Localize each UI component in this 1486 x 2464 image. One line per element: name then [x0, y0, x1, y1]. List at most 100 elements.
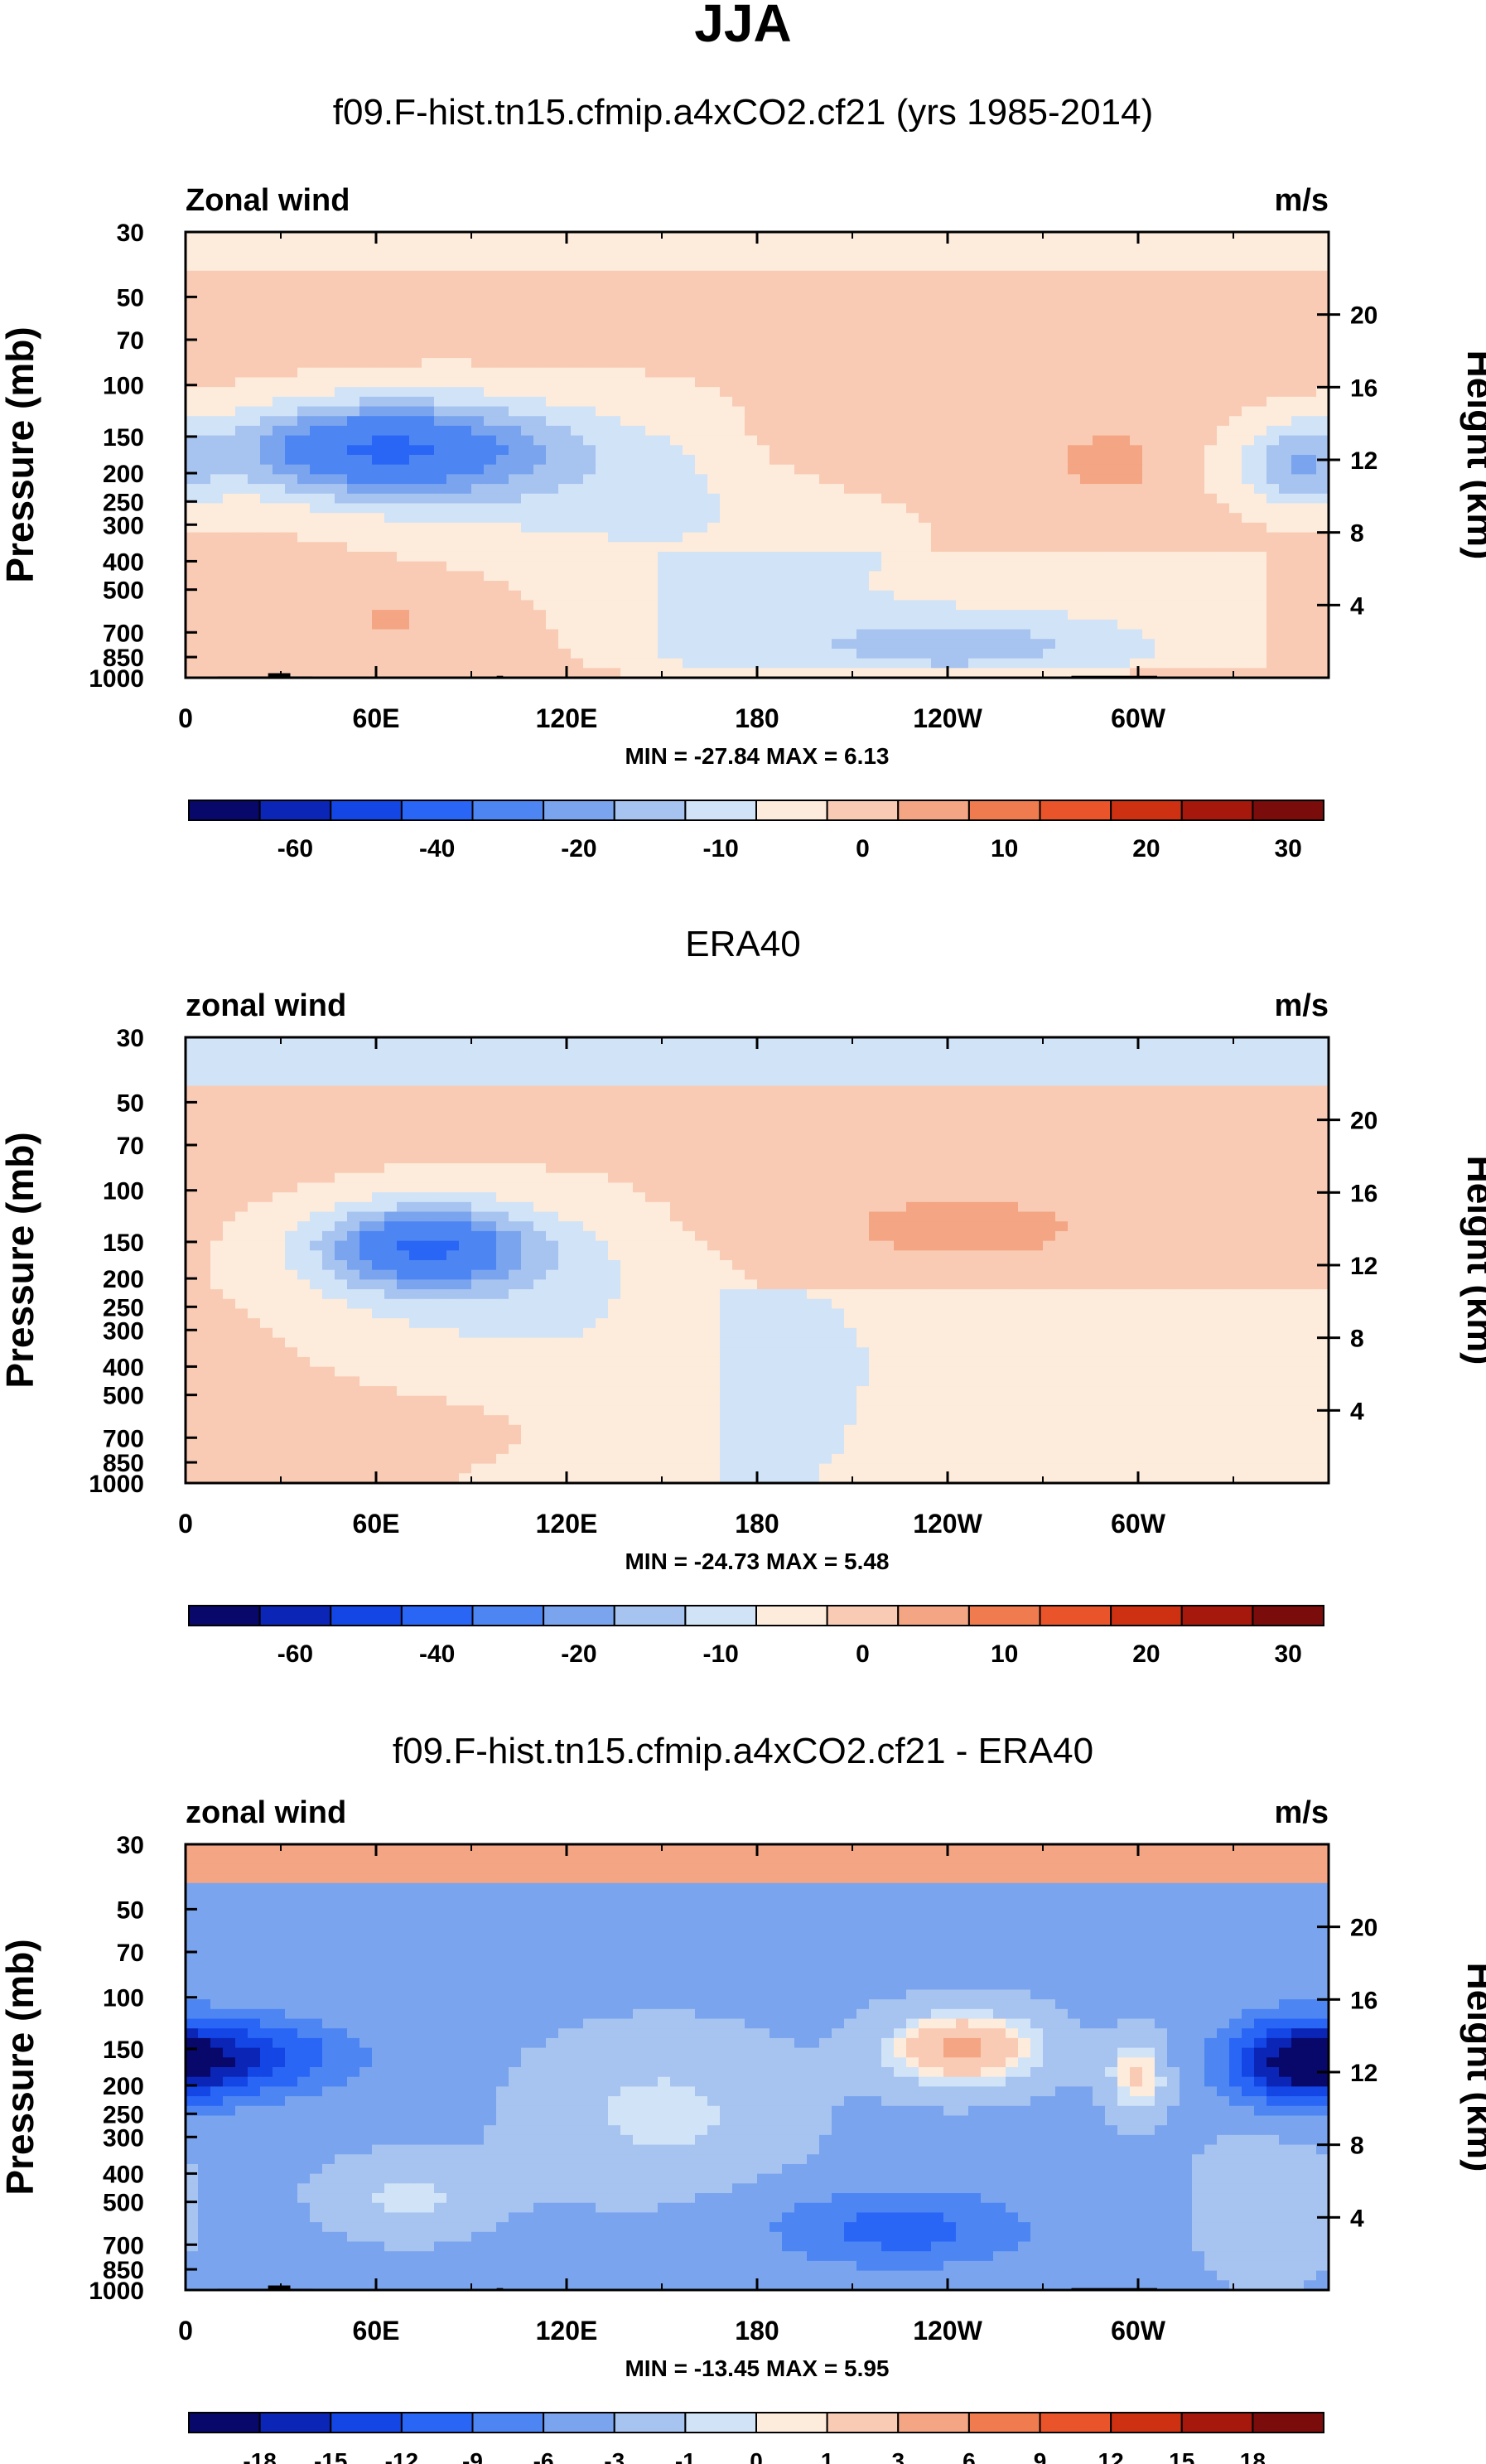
contour-cell: [310, 542, 323, 553]
contour-cell: [881, 474, 895, 485]
contour-cell: [943, 493, 957, 505]
contour-cell: [1204, 1075, 1218, 1087]
contour-cell: [782, 542, 795, 553]
contour-cell: [446, 648, 460, 659]
contour-cell: [881, 581, 895, 592]
contour-cell: [1080, 668, 1093, 679]
contour-cell: [1229, 474, 1242, 485]
contour-cell: [210, 600, 224, 611]
contour-cell: [695, 251, 708, 262]
contour-cell: [1130, 261, 1143, 272]
contour-cell: [1167, 522, 1180, 534]
contour-cell: [210, 251, 224, 262]
contour-cell: [260, 1104, 273, 1116]
contour-cell: [1030, 455, 1044, 466]
contour-cell: [720, 299, 733, 311]
contour-cell: [695, 445, 708, 456]
contour-cell: [186, 561, 199, 572]
contour-cell: [509, 290, 522, 301]
contour-cell: [782, 435, 795, 446]
contour-cell: [794, 232, 808, 243]
contour-cell: [658, 648, 671, 659]
contour-cell: [807, 522, 820, 534]
contour-cell: [1229, 484, 1242, 495]
contour-cell: [198, 658, 211, 669]
contour-cell: [745, 445, 758, 456]
contour-cell: [658, 542, 671, 553]
contour-cell: [1018, 348, 1031, 359]
contour-cell: [210, 328, 224, 340]
contour-cell: [1217, 522, 1230, 534]
contour-cell: [1155, 358, 1168, 369]
contour-cell: [248, 445, 261, 456]
contour-cell: [509, 474, 522, 485]
contour-cell: [223, 261, 236, 272]
contour-cell: [533, 464, 547, 475]
contour-cell: [546, 639, 559, 650]
contour-cell: [509, 571, 522, 582]
contour-cell: [633, 328, 646, 340]
contour-cell: [906, 280, 919, 291]
contour-cell: [1142, 309, 1156, 320]
contour-cell: [1030, 328, 1044, 340]
contour-cell: [533, 1066, 547, 1077]
contour-cell: [571, 387, 584, 398]
contour-cell: [235, 358, 248, 369]
contour-cell: [210, 1037, 224, 1048]
contour-cell: [210, 367, 224, 379]
contour-cell: [186, 270, 199, 282]
contour-cell: [906, 416, 919, 427]
contour-cell: [496, 290, 509, 301]
contour-cell: [446, 367, 460, 379]
contour-cell: [1180, 629, 1193, 640]
contour-cell: [459, 484, 472, 495]
contour-cell: [1142, 455, 1156, 466]
contour-cell: [1180, 328, 1193, 340]
contour-cell: [919, 358, 932, 369]
contour-cell: [198, 503, 211, 514]
contour-cell: [186, 571, 199, 582]
contour-cell: [1180, 551, 1193, 563]
contour-cell: [372, 251, 385, 262]
contour-cell: [1080, 542, 1093, 553]
contour-cell: [819, 270, 832, 282]
contour-cell: [285, 522, 298, 534]
contour-cell: [422, 610, 435, 621]
contour-cell: [1130, 484, 1143, 495]
contour-cell: [956, 600, 969, 611]
contour-cell: [521, 503, 534, 514]
contour-cell: [807, 610, 820, 621]
contour-cell: [1204, 241, 1218, 252]
contour-cell: [496, 1056, 509, 1067]
contour-cell: [571, 648, 584, 659]
contour-cell: [372, 571, 385, 582]
contour-cell: [683, 435, 696, 446]
contour-cell: [633, 406, 646, 417]
contour-cell: [372, 464, 385, 475]
contour-cell: [384, 299, 398, 311]
contour-cell: [446, 435, 460, 446]
contour-cell: [509, 590, 522, 602]
contour-cell: [993, 455, 1006, 466]
contour-cell: [409, 387, 422, 398]
contour-cell: [1006, 406, 1019, 417]
contour-cell: [770, 328, 783, 340]
contour-cell: [459, 251, 472, 262]
contour-cell: [1080, 590, 1093, 602]
contour-cell: [807, 1046, 820, 1057]
contour-cell: [1291, 455, 1305, 466]
contour-cell: [571, 406, 584, 417]
contour-cell: [546, 455, 559, 466]
contour-cell: [807, 328, 820, 340]
contour-cell: [1167, 309, 1180, 320]
contour-cell: [707, 1046, 721, 1057]
contour-cell: [770, 668, 783, 679]
contour-cell: [359, 668, 373, 679]
contour-cell: [285, 474, 298, 485]
contour-cell: [981, 396, 994, 408]
contour-cell: [1291, 445, 1305, 456]
colorbar-label: 10: [991, 835, 1018, 862]
contour-cell: [446, 1075, 460, 1087]
contour-cell: [1055, 464, 1069, 475]
contour-cell: [198, 455, 211, 466]
